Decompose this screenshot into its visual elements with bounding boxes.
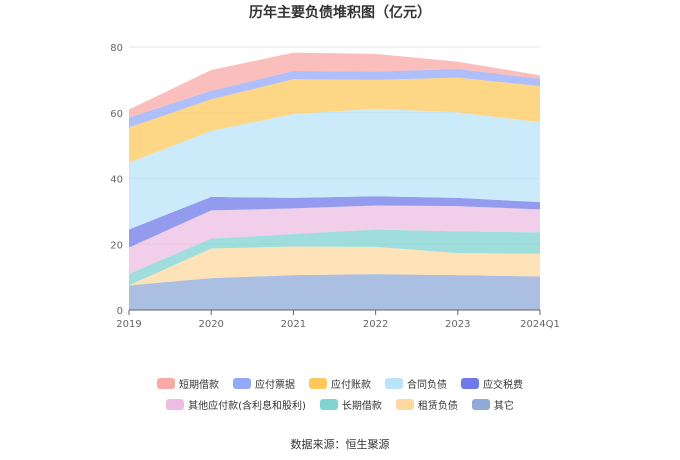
legend-item[interactable]: 租赁负债 bbox=[395, 397, 458, 412]
legend-item[interactable]: 合同负债 bbox=[385, 376, 447, 391]
area-series bbox=[129, 229, 540, 286]
area-series bbox=[129, 205, 540, 274]
legend-swatch bbox=[385, 378, 403, 389]
legend-label: 应付票据 bbox=[255, 380, 295, 391]
legend-label: 其他应付款(含利息和股利) bbox=[188, 401, 306, 412]
area-series bbox=[129, 69, 540, 128]
legend-item[interactable]: 应交税费 bbox=[461, 376, 523, 391]
area-series bbox=[129, 77, 540, 163]
legend-swatch bbox=[461, 378, 479, 389]
area-series bbox=[129, 52, 540, 118]
chart-title: 历年主要负债堆积图（亿元） bbox=[249, 5, 431, 21]
legend-item[interactable]: 短期借款 bbox=[157, 376, 219, 391]
legend-row: 短期借款 应付票据 应付账款 合同负债 应交税费 bbox=[0, 376, 680, 391]
legend-label: 租赁负债 bbox=[417, 401, 458, 412]
legend-label: 短期借款 bbox=[179, 380, 219, 391]
legend-label: 合同负债 bbox=[407, 380, 447, 391]
x-tick-label: 2024Q1 bbox=[520, 319, 560, 330]
legend-label: 应付账款 bbox=[331, 380, 371, 391]
y-tick-label: 0 bbox=[117, 306, 123, 317]
legend-swatch bbox=[319, 399, 338, 410]
legend-swatch bbox=[471, 399, 490, 410]
y-tick-label: 80 bbox=[110, 43, 123, 54]
legend-label: 应交税费 bbox=[483, 380, 523, 391]
legend-row: 其他应付款(含利息和股利) 长期借款 租赁负债 其它 bbox=[0, 397, 680, 412]
x-tick-label: 2019 bbox=[116, 319, 141, 330]
y-tick-label: 60 bbox=[110, 109, 123, 120]
legend-label: 长期借款 bbox=[341, 401, 382, 412]
legend-swatch bbox=[157, 378, 175, 389]
area-series bbox=[129, 108, 540, 230]
legend-item[interactable]: 应付票据 bbox=[233, 376, 295, 391]
legend-swatch bbox=[166, 399, 185, 410]
legend-label: 其它 bbox=[493, 401, 514, 412]
plot-area: 0 20 40 60 80 2019 2020 2021 2022 2023 2024Q1 bbox=[110, 43, 560, 330]
legend-item[interactable]: 其他应付款(含利息和股利) bbox=[166, 397, 306, 412]
source-note: 数据来源：恒生聚源 bbox=[290, 438, 390, 451]
legend-swatch bbox=[395, 399, 414, 410]
area-series bbox=[129, 196, 540, 248]
area-series bbox=[129, 246, 540, 286]
legend-swatch bbox=[233, 378, 251, 389]
legend-item[interactable]: 其它 bbox=[471, 397, 514, 412]
legend-item[interactable]: 长期借款 bbox=[319, 397, 382, 412]
legend-swatch bbox=[309, 378, 327, 389]
y-tick-label: 20 bbox=[110, 240, 123, 251]
y-tick-label: 40 bbox=[110, 175, 123, 186]
x-tick-label: 2022 bbox=[363, 319, 388, 330]
x-tick-label: 2021 bbox=[281, 319, 306, 330]
legend-item[interactable]: 应付账款 bbox=[309, 376, 371, 391]
x-tick-label: 2023 bbox=[445, 319, 470, 330]
x-tick-label: 2020 bbox=[198, 319, 223, 330]
legend: 短期借款 应付票据 应付账款 合同负债 应交税费 其他应付款(含利息和股利) 长期借款 租赁… bbox=[0, 376, 680, 418]
area-series bbox=[129, 274, 540, 310]
